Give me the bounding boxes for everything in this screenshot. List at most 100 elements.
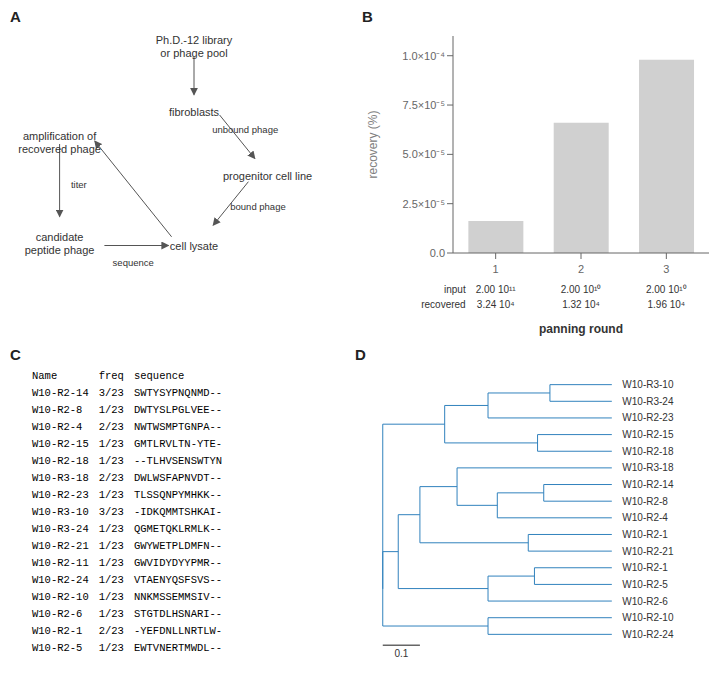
svg-text:3: 3 — [663, 263, 669, 275]
html-text:NNKMSSEMMSIV--: NNKMSSEMMSIV-- — [133, 591, 223, 603]
svg-text:7.5×10⁻⁵: 7.5×10⁻⁵ — [402, 99, 445, 111]
svg-text:1.0×10⁻⁴: 1.0×10⁻⁴ — [402, 50, 445, 62]
html-text:DWTYSLPGLVEE--: DWTYSLPGLVEE-- — [133, 404, 223, 416]
svg-text:titer: titer — [71, 179, 87, 190]
html-text:W10-R2-6: W10-R2-6 — [32, 608, 83, 620]
html-text:3/23: 3/23 — [98, 387, 124, 399]
svg-text:W10-R2-14: W10-R2-14 — [622, 479, 674, 490]
svg-text:W10-R3-24: W10-R3-24 — [622, 396, 674, 407]
html-text:W10-R2-5: W10-R2-5 — [32, 642, 83, 654]
svg-text:2.5×10⁻⁵: 2.5×10⁻⁵ — [402, 198, 445, 210]
svg-text:Ph.D.-12 libraryor phage pool: Ph.D.-12 libraryor phage pool — [156, 34, 233, 59]
svg-text:2.00 10¹¹: 2.00 10¹¹ — [476, 284, 517, 295]
svg-text:3.24 10⁴: 3.24 10⁴ — [477, 299, 515, 310]
html-text:1/23: 1/23 — [98, 489, 124, 501]
html-text:W10-R2-4: W10-R2-4 — [32, 421, 83, 433]
svg-text:W10-R2-1: W10-R2-1 — [622, 529, 668, 540]
svg-text:W10-R2-24: W10-R2-24 — [622, 629, 674, 640]
html-text:2/23: 2/23 — [98, 472, 124, 484]
svg-text:0.1: 0.1 — [394, 648, 408, 659]
html-text:sequence: sequence — [133, 370, 185, 382]
html-text:GWYWETPLDMFN--: GWYWETPLDMFN-- — [133, 540, 223, 552]
html-text:QGMETQKLRMLK--: QGMETQKLRMLK-- — [133, 523, 223, 535]
svg-text:2.00 10¹⁰: 2.00 10¹⁰ — [561, 284, 602, 295]
svg-text:W10-R2-15: W10-R2-15 — [622, 429, 674, 440]
html-text:W10-R2-18: W10-R2-18 — [32, 455, 89, 467]
svg-text:recovered: recovered — [421, 299, 465, 310]
html-text:W10-R2-8: W10-R2-8 — [32, 404, 83, 416]
html-text:SWTYSYPNQNMD--: SWTYSYPNQNMD-- — [133, 387, 223, 399]
html-text:W10-R2-15: W10-R2-15 — [32, 438, 89, 450]
svg-text:0.0: 0.0 — [430, 247, 445, 259]
svg-text:W10-R3-10: W10-R3-10 — [622, 379, 674, 390]
svg-text:1: 1 — [493, 263, 499, 275]
svg-text:W10-R3-18: W10-R3-18 — [622, 462, 674, 473]
html-text:1/23: 1/23 — [98, 642, 124, 654]
svg-text:progenitor cell line: progenitor cell line — [223, 170, 312, 182]
svg-text:sequence: sequence — [113, 257, 154, 268]
html-text:W10-R2-21: W10-R2-21 — [32, 540, 89, 552]
svg-text:W10-R2-8: W10-R2-8 — [622, 496, 668, 507]
html-text:1/23: 1/23 — [98, 455, 124, 467]
html-text:1/23: 1/23 — [98, 540, 124, 552]
html-text:W10-R3-24: W10-R3-24 — [32, 523, 89, 535]
svg-text:2: 2 — [578, 263, 584, 275]
html-text:3/23: 3/23 — [98, 506, 124, 518]
html-text:1/23: 1/23 — [98, 438, 124, 450]
html-text:2/23: 2/23 — [98, 625, 124, 637]
html-text:1/23: 1/23 — [98, 557, 124, 569]
html-text:GWVIDYDYYPMR--: GWVIDYDYYPMR-- — [133, 557, 223, 569]
svg-text:unbound phage: unbound phage — [212, 124, 278, 135]
html-text:STGTDLHSNARI--: STGTDLHSNARI-- — [133, 608, 223, 620]
svg-text:W10-R2-4: W10-R2-4 — [622, 512, 668, 523]
html-text:W10-R3-10: W10-R3-10 — [32, 506, 89, 518]
html-text:W10-R2-11: W10-R2-11 — [32, 557, 89, 569]
html-text:GMTLRVLTN-YTE-: GMTLRVLTN-YTE- — [133, 438, 223, 450]
svg-text:cell lysate: cell lysate — [170, 240, 218, 252]
svg-text:panning round: panning round — [539, 322, 623, 336]
svg-text:1.32 10⁴: 1.32 10⁴ — [562, 299, 600, 310]
svg-text:W10-R2-10: W10-R2-10 — [622, 612, 674, 623]
svg-text:W10-R2-6: W10-R2-6 — [622, 596, 668, 607]
svg-text:W10-R2-1: W10-R2-1 — [622, 562, 668, 573]
html-text:C: C — [10, 346, 21, 363]
html-text:B: B — [362, 8, 373, 25]
svg-text:W10-R2-23: W10-R2-23 — [622, 412, 674, 423]
html-text:1/23: 1/23 — [98, 591, 124, 603]
html-text:1/23: 1/23 — [98, 608, 124, 620]
html-text:W10-R2-23: W10-R2-23 — [32, 489, 89, 501]
html-text:Name: Name — [32, 370, 58, 382]
html-text:NWTWSMPTGNPA--: NWTWSMPTGNPA-- — [133, 421, 223, 433]
html-text:-IDKQMMTSHKAI-: -IDKQMMTSHKAI- — [133, 506, 223, 518]
html-text:1/23: 1/23 — [98, 574, 124, 586]
svg-text:W10-R2-5: W10-R2-5 — [622, 579, 668, 590]
html-text:W10-R2-1: W10-R2-1 — [32, 625, 83, 637]
svg-text:1.96 10⁴: 1.96 10⁴ — [647, 299, 685, 310]
svg-text:recovery (%): recovery (%) — [366, 110, 380, 178]
svg-text:amplification ofrecovered phag: amplification ofrecovered phage — [18, 130, 101, 155]
html-text:W10-R2-24: W10-R2-24 — [32, 574, 89, 586]
svg-text:W10-R2-21: W10-R2-21 — [622, 546, 674, 557]
svg-text:fibroblasts: fibroblasts — [169, 106, 220, 118]
html-text:1/23: 1/23 — [98, 523, 124, 535]
html-text:2/23: 2/23 — [98, 421, 124, 433]
svg-text:candidatepeptide phage: candidatepeptide phage — [25, 231, 95, 256]
html-text:W10-R2-14: W10-R2-14 — [32, 387, 89, 399]
svg-text:input: input — [444, 284, 466, 295]
svg-text:5.0×10⁻⁵: 5.0×10⁻⁵ — [402, 148, 445, 160]
html-text:--TLHVSENSWTYN: --TLHVSENSWTYN — [133, 455, 223, 467]
svg-text:2.00 10¹⁰: 2.00 10¹⁰ — [646, 284, 687, 295]
html-text:1/23: 1/23 — [98, 404, 124, 416]
html-text:A: A — [10, 8, 21, 25]
html-text:W10-R2-10: W10-R2-10 — [32, 591, 89, 603]
html-text:VTAENYQSFSVS--: VTAENYQSFSVS-- — [133, 574, 223, 586]
svg-text:W10-R2-18: W10-R2-18 — [622, 446, 674, 457]
html-text:DWLWSFAPNVDT--: DWLWSFAPNVDT-- — [133, 472, 223, 484]
html-text:freq: freq — [98, 370, 124, 382]
html-text:W10-R3-18: W10-R3-18 — [32, 472, 89, 484]
html-text:-YEFDNLLNRTLW-: -YEFDNLLNRTLW- — [133, 625, 223, 637]
html-text:D: D — [355, 346, 366, 363]
html-text:TLSSQNPYMHKK--: TLSSQNPYMHKK-- — [133, 489, 223, 501]
svg-text:bound phage: bound phage — [230, 201, 285, 212]
html-text:EWTVNERTMWDL--: EWTVNERTMWDL-- — [133, 642, 223, 654]
